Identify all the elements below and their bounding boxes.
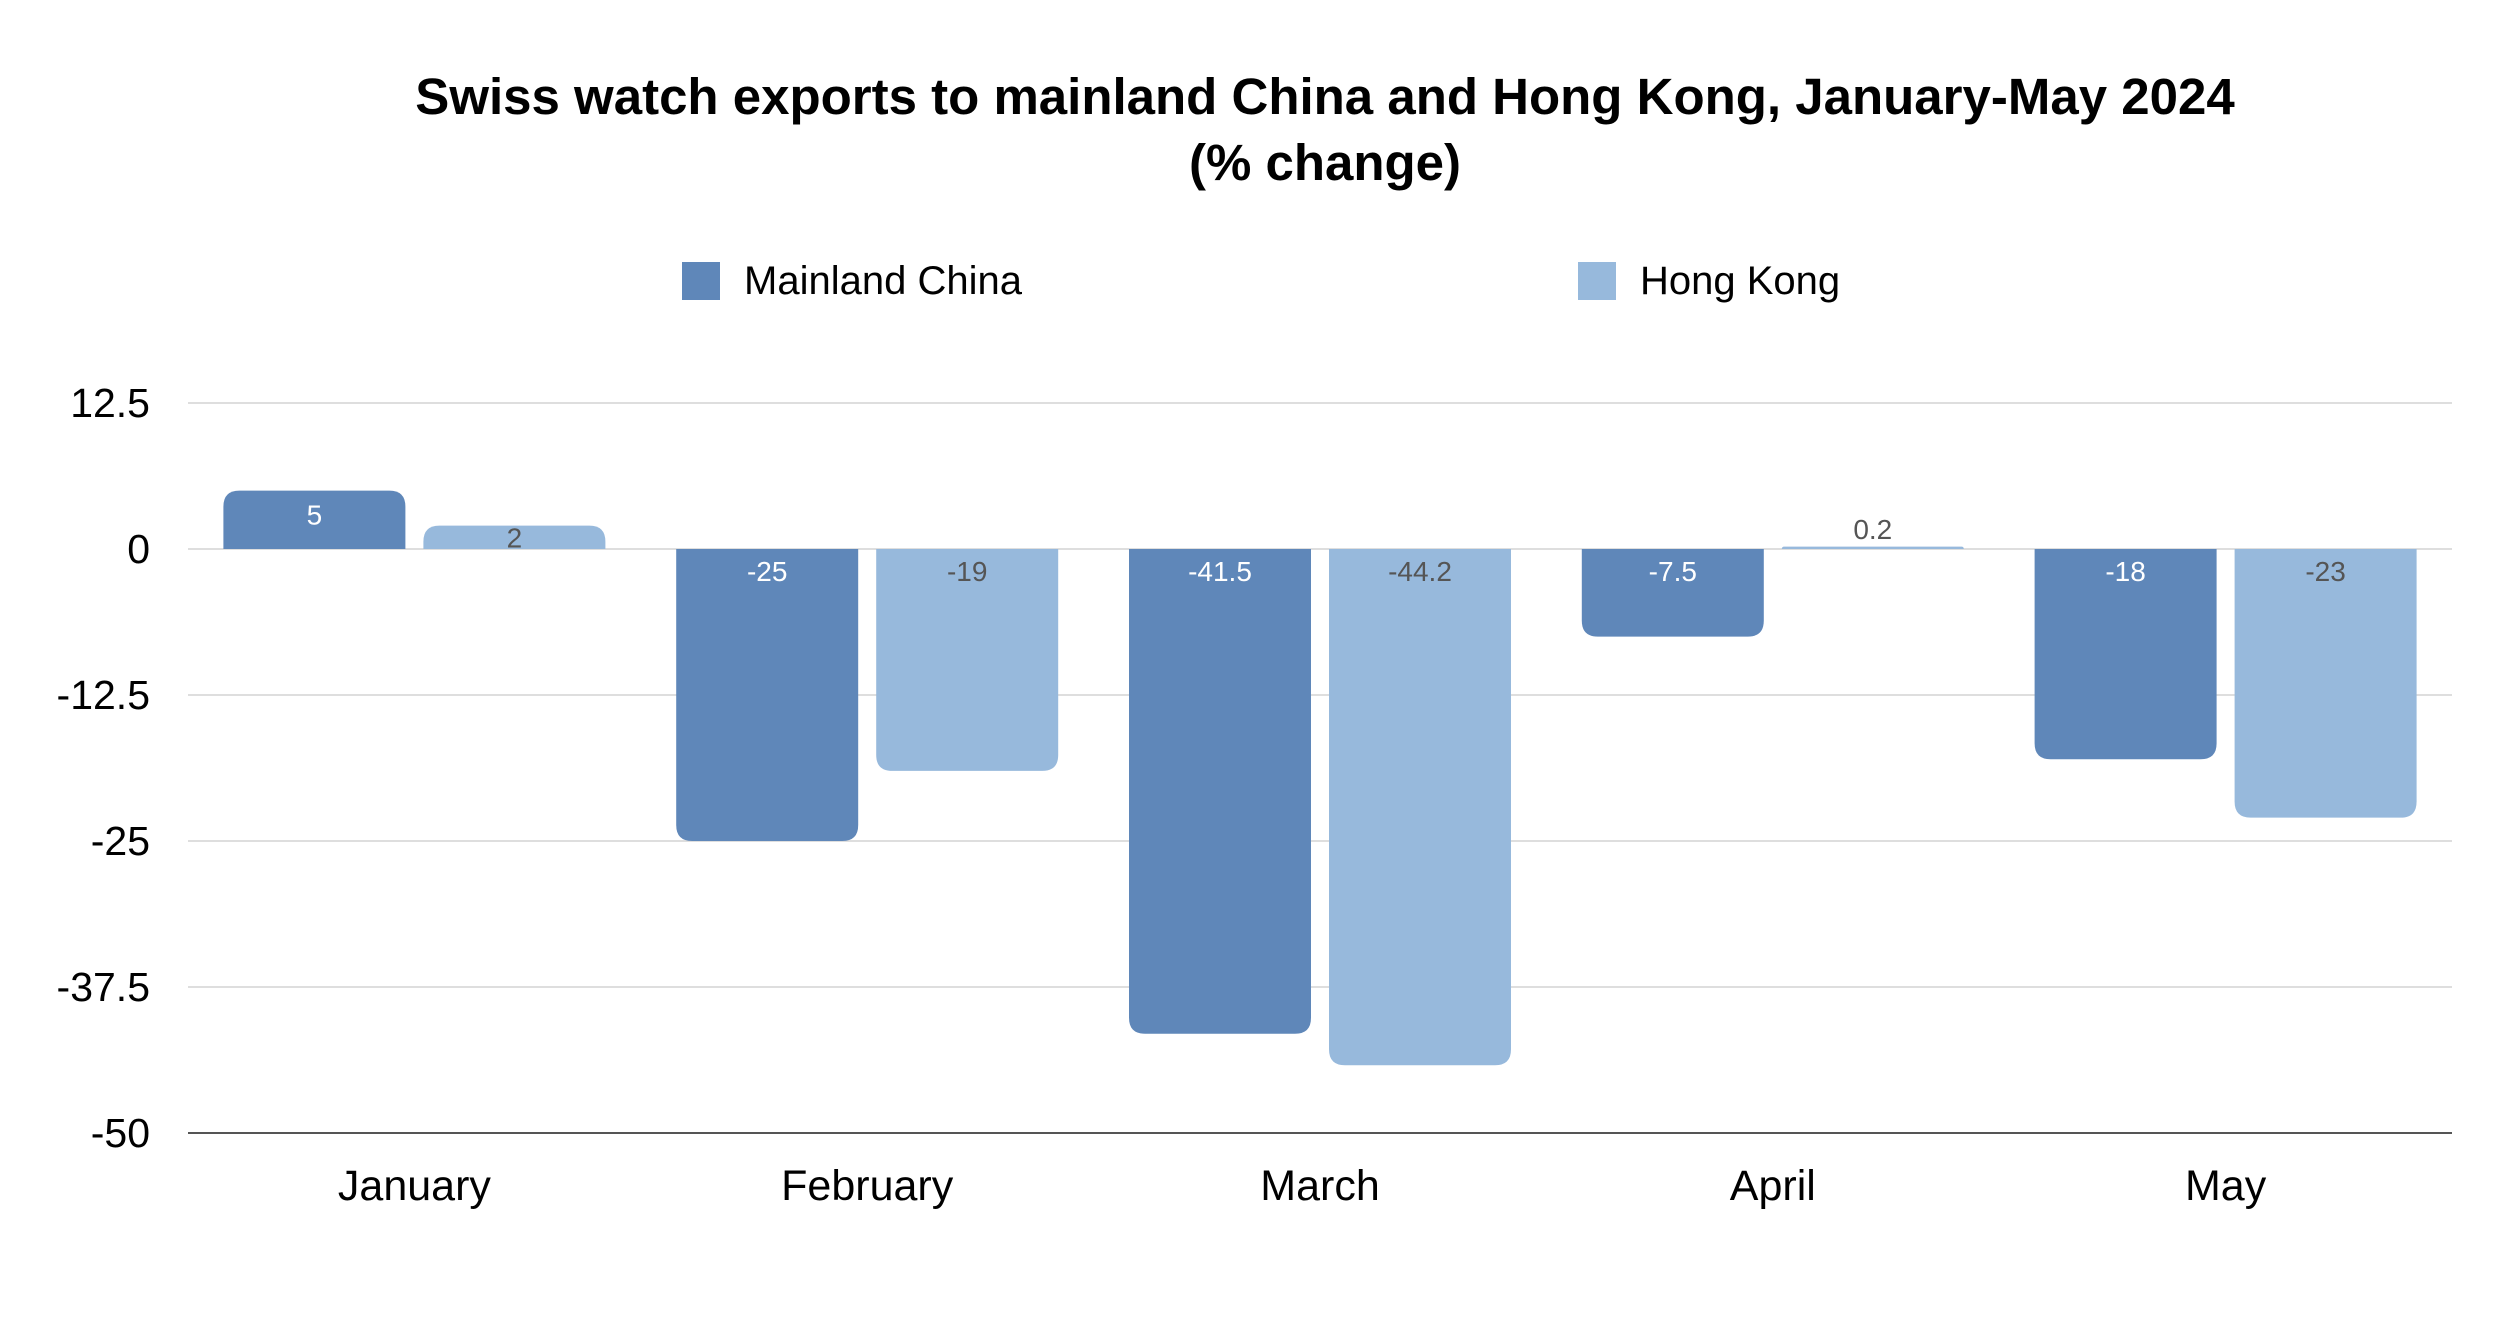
y-tick-label: -50 bbox=[91, 1110, 150, 1156]
y-tick-label: -12.5 bbox=[57, 672, 150, 718]
data-label-hong-kong: 2 bbox=[507, 522, 523, 553]
data-label-hong-kong: -19 bbox=[947, 556, 987, 587]
bar-mainland-china bbox=[676, 549, 859, 841]
x-tick-label: January bbox=[338, 1162, 491, 1210]
data-label-mainland-china: -18 bbox=[2105, 556, 2145, 587]
bar-mainland-china bbox=[223, 490, 406, 549]
legend-label-mainland-china: Mainland China bbox=[744, 258, 1022, 303]
data-label-mainland-china: -7.5 bbox=[1649, 556, 1697, 587]
y-tick-label: 12.5 bbox=[70, 380, 150, 426]
y-tick-label: 0 bbox=[127, 526, 150, 572]
y-tick-label: -37.5 bbox=[57, 964, 150, 1010]
chart-title-line-1: Swiss watch exports to mainland China an… bbox=[415, 68, 2235, 125]
bar-hong-kong bbox=[876, 549, 1059, 771]
x-tick-label: April bbox=[1730, 1162, 1816, 1210]
bar-mainland-china bbox=[2034, 549, 2217, 760]
y-tick-label: -25 bbox=[91, 818, 150, 864]
data-label-mainland-china: 5 bbox=[307, 500, 323, 531]
data-label-hong-kong: 0.2 bbox=[1853, 514, 1892, 545]
legend-swatch-hong-kong bbox=[1578, 262, 1616, 300]
bar-mainland-china bbox=[1581, 549, 1764, 637]
data-label-hong-kong: -44.2 bbox=[1388, 556, 1452, 587]
x-tick-label: May bbox=[2185, 1162, 2267, 1210]
legend-swatch-mainland-china bbox=[682, 262, 720, 300]
legend-item-mainland-china: Mainland China bbox=[682, 258, 1022, 304]
bar-hong-kong bbox=[423, 525, 606, 549]
legend-label-hong-kong: Hong Kong bbox=[1640, 258, 1841, 303]
bar-hong-kong bbox=[2234, 549, 2417, 818]
data-label-mainland-china: -25 bbox=[747, 556, 787, 587]
legend-item-hong-kong: Hong Kong bbox=[1578, 258, 1840, 304]
bar-mainland-china bbox=[1129, 549, 1311, 1034]
bar-hong-kong bbox=[1329, 549, 1511, 1066]
x-tick-label: March bbox=[1260, 1162, 1379, 1210]
data-label-hong-kong: -23 bbox=[2305, 556, 2345, 587]
data-label-mainland-china: -41.5 bbox=[1188, 556, 1252, 587]
chart-title-line-2: (% change) bbox=[1188, 134, 1462, 191]
bar-hong-kong bbox=[1781, 546, 1964, 549]
x-tick-label: February bbox=[781, 1162, 954, 1210]
chart-title: Swiss watch exports to mainland China an… bbox=[240, 64, 2410, 196]
